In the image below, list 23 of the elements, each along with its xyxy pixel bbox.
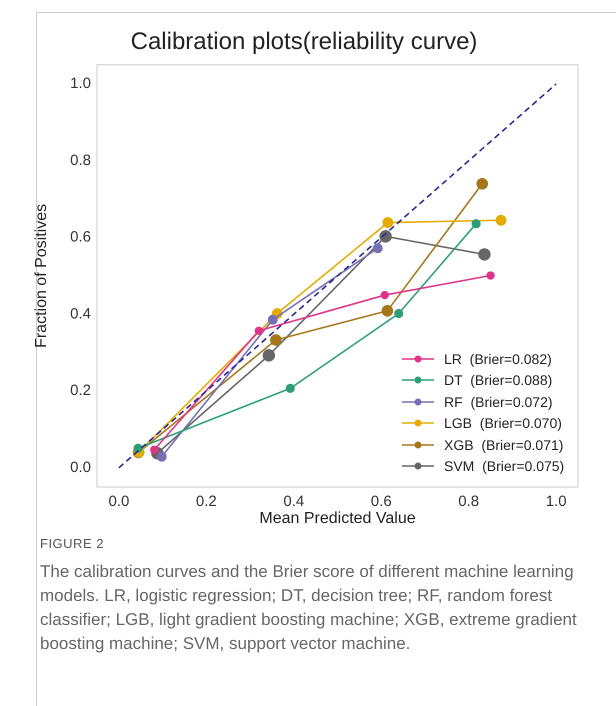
legend-label: LR (Brier=0.082) <box>444 350 552 367</box>
legend-label: RF (Brier=0.072) <box>444 394 553 410</box>
y-tick-label: 0.0 <box>70 458 91 476</box>
x-tick-label: 0.0 <box>108 493 130 510</box>
caption: FIGURE 2 <box>40 536 104 551</box>
x-tick-label: 1.0 <box>546 493 567 510</box>
y-tick-label: 1.0 <box>70 75 91 92</box>
text: The calibration curves and the Brier score of different machine learning models. LR, logistic regression; DT, decision tree; RF, random forest classifier; LGB, light gradient boosting machine; XGB, extreme gradient boosting machine; SVM, support vector machine. <box>40 561 578 655</box>
legend-label: LGB (Brier=0.070) <box>444 415 562 432</box>
y-tick-label: 0.8 <box>70 152 91 169</box>
x-tick-label: 0.8 <box>458 493 480 510</box>
y-tick-label: 0.2 <box>70 382 91 400</box>
legend-label: SVM (Brier=0.075) <box>444 458 564 474</box>
legend-label: DT (Brier=0.088) <box>444 372 552 388</box>
y-tick-label: 0.6 <box>70 228 91 246</box>
x-tick-label: 0.2 <box>196 493 217 510</box>
chart-title: Calibration plots(reliability curve) <box>130 28 478 56</box>
legend-label: XGB (Brier=0.071) <box>444 436 564 453</box>
y-axis-title: Fraction of Positives <box>33 204 50 348</box>
y-tick-label: 0.4 <box>70 305 91 322</box>
x-tick-label: 0.4 <box>283 493 304 510</box>
x-axis-title: Mean Predicted Value <box>259 510 416 527</box>
x-tick-label: 0.6 <box>370 493 392 510</box>
